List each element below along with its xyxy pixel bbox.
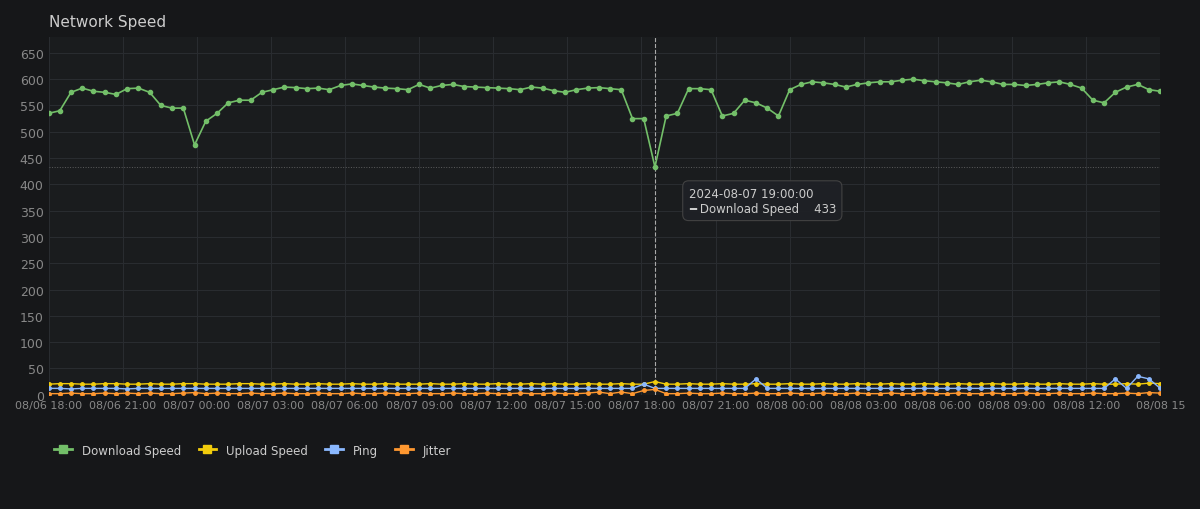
Legend: Download Speed, Upload Speed, Ping, Jitter: Download Speed, Upload Speed, Ping, Jitt…: [54, 444, 451, 457]
Text: 2024-08-07 19:00:00
━ Download Speed    433: 2024-08-07 19:00:00 ━ Download Speed 433: [689, 187, 836, 215]
Text: Network Speed: Network Speed: [48, 15, 166, 30]
